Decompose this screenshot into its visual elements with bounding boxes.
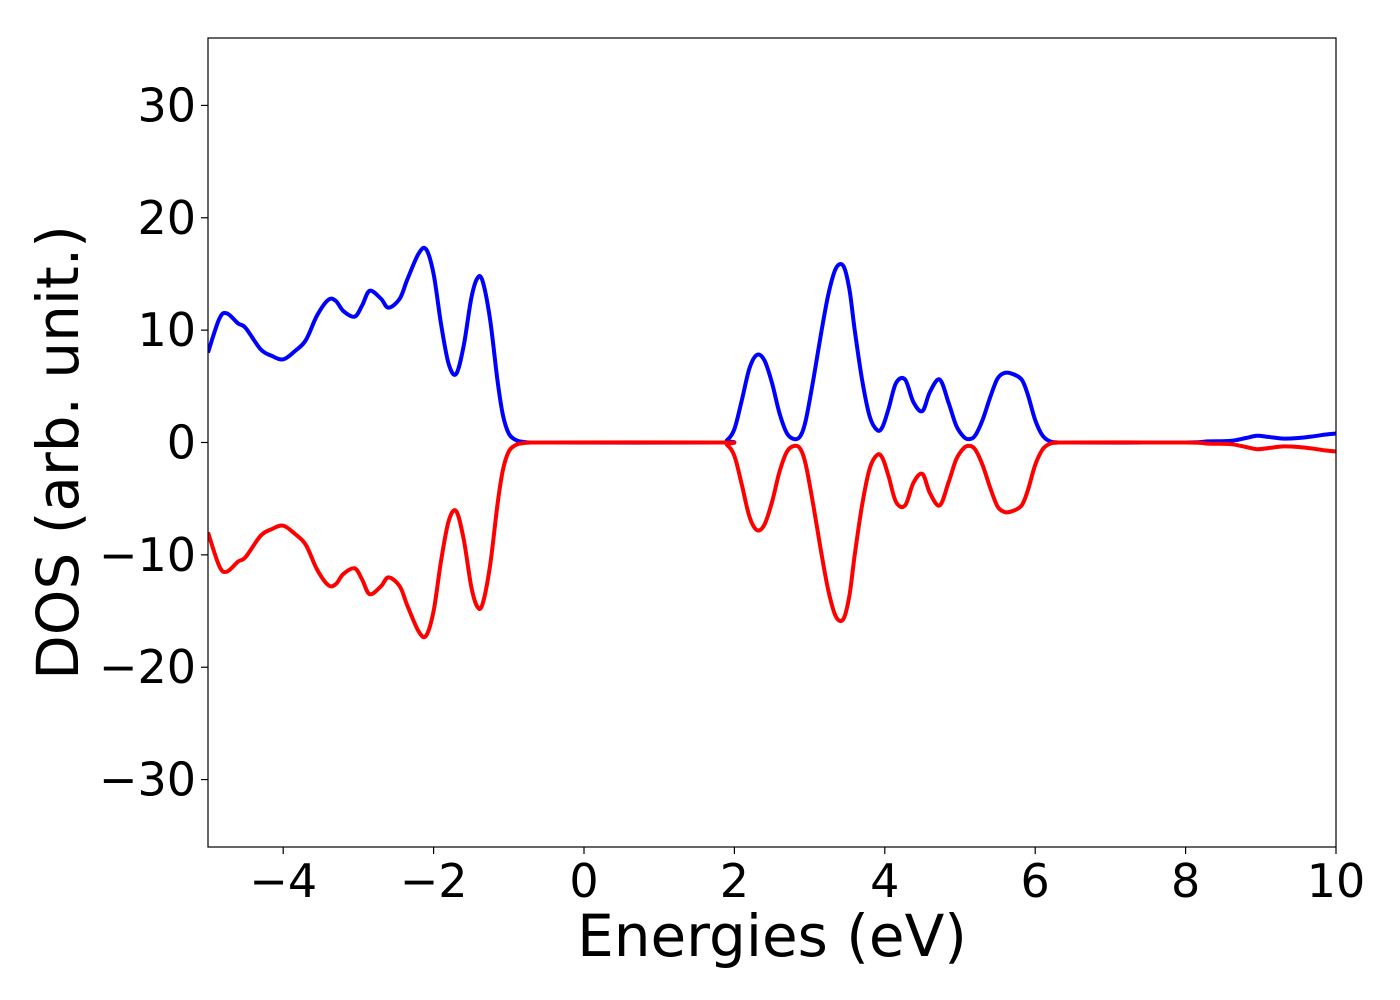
y-tick-label: 20 [137, 191, 196, 245]
y-axis-ticks: 30 20 10 0 −10 −20 −30 [99, 78, 208, 807]
x-tick-label: 0 [569, 854, 598, 908]
series-line-0 [208, 245, 1336, 445]
y-tick-label: −20 [99, 640, 196, 694]
x-tick-label: 4 [870, 854, 899, 908]
x-axis-title: Energies (eV) [577, 902, 967, 970]
y-tick-label: 30 [137, 78, 196, 132]
series-layer [208, 245, 1336, 640]
y-tick-label: −10 [99, 528, 196, 582]
x-tick-label: −4 [249, 854, 317, 908]
x-axis-ticks: −4 −2 0 2 4 6 8 10 [249, 847, 1365, 908]
series-line-1 [208, 440, 1336, 640]
x-tick-label: 6 [1021, 854, 1050, 908]
y-tick-label: 10 [137, 303, 196, 357]
y-tick-label: −30 [99, 753, 196, 807]
y-tick-label: 0 [167, 416, 196, 470]
x-tick-label: 10 [1307, 854, 1366, 908]
x-tick-label: 8 [1171, 854, 1200, 908]
y-axis-title: DOS (arb. unit.) [24, 225, 92, 680]
x-tick-label: 2 [720, 854, 749, 908]
x-tick-label: −2 [400, 854, 468, 908]
